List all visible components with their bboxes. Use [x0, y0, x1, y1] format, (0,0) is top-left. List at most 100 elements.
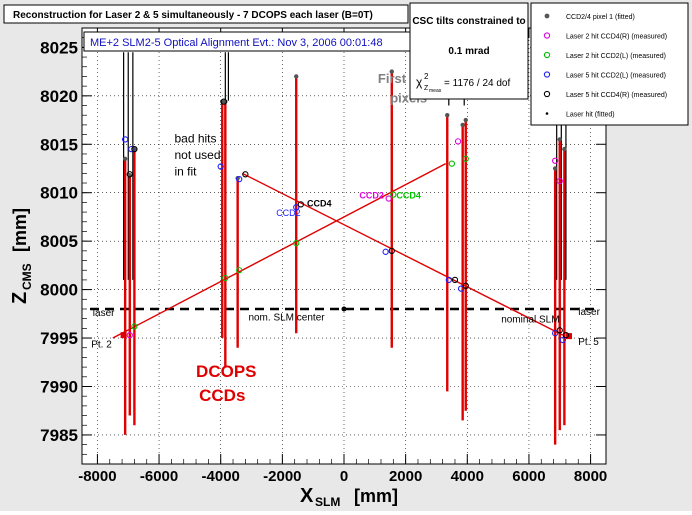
- constraint-line1: CSC tilts constrained to: [412, 16, 525, 27]
- chi2-exponent: 2: [424, 72, 429, 81]
- measured-hit-marker: [562, 331, 570, 339]
- measured-hit-marker: [126, 331, 133, 339]
- ccd-pixel1-fitted-point: [389, 69, 394, 74]
- x-tick-label: -2000: [263, 468, 301, 485]
- legend-box: [530, 2, 689, 126]
- x-axis-label: X: [300, 485, 314, 507]
- measured-hit-marker: [462, 282, 469, 289]
- measured-hit-marker: [242, 171, 249, 178]
- y-tick-label: 7995: [40, 329, 78, 348]
- ccd-pixel1-fitted-point: [460, 122, 465, 128]
- measured-hit-marker: [454, 138, 462, 145]
- legend-marker: [543, 51, 551, 59]
- constraint-line2: 0.1 mrad: [448, 46, 489, 57]
- measured-hit-marker: [236, 175, 243, 183]
- x-tick-label: 2000: [389, 468, 422, 485]
- annotation-label: bad hits: [174, 131, 216, 145]
- measured-hit-marker: [236, 267, 243, 274]
- legend-marker: [545, 112, 549, 115]
- chart-subtitle: ME+2 SLM2-5 Optical Alignment Evt.: Nov …: [90, 37, 383, 49]
- legend-marker: [543, 32, 551, 39]
- y-tick-label: 7990: [40, 377, 78, 396]
- laser-start-point: [120, 332, 127, 339]
- legend-marker: [544, 13, 550, 19]
- measured-hit-marker: [385, 195, 392, 202]
- annotation-label: Pt. 2: [91, 340, 112, 351]
- measured-hit-marker: [293, 204, 300, 211]
- x-tick-label: -6000: [140, 468, 178, 485]
- measured-hit-marker: [390, 191, 397, 198]
- ccd-pixel1-fitted-point: [294, 74, 299, 79]
- measured-hit-marker: [556, 177, 563, 185]
- measured-hit-marker: [388, 247, 395, 254]
- annotation-label: nominal SLM: [501, 315, 559, 326]
- x-tick-label: -4000: [202, 468, 240, 485]
- chart-title: Reconstruction for Laser 2 & 5 simultane…: [13, 10, 373, 21]
- measured-hit-marker: [462, 155, 469, 162]
- x-tick-label: 4000: [451, 468, 484, 485]
- legend-label: Laser 5 hit CCD2(L) (measured): [566, 73, 666, 80]
- measured-hit-marker: [448, 160, 456, 167]
- legend-label: Laser 5 hit CCD4(R) (measured): [566, 92, 667, 99]
- legend-label: Laser 2 hit CCD2(L) (measured): [566, 53, 666, 60]
- annotation-label: CCDs: [199, 386, 245, 405]
- annotation-label: DCOPS: [196, 362, 256, 381]
- ccd-pixel1-fitted-point: [562, 146, 567, 152]
- y-tick-label: 8015: [40, 135, 78, 154]
- x-axis-unit: [mm]: [354, 486, 398, 506]
- measured-hit-marker: [293, 239, 300, 247]
- measured-hit-marker: [551, 330, 559, 337]
- legend-label: Laser hit (fitted): [566, 112, 615, 119]
- measured-hit-marker: [122, 136, 129, 143]
- chi2-label: χ 2 Z meas = 1176 / 24 dof: [416, 72, 510, 94]
- y-axis-label: Z: [9, 292, 31, 304]
- y-tick-label: 8020: [40, 87, 78, 106]
- constraint-box: [409, 2, 529, 100]
- measured-hit-marker: [556, 327, 563, 334]
- title-box: [3, 4, 409, 24]
- measured-hit-marker: [551, 157, 559, 164]
- ccd-pixel1-fitted-point: [463, 117, 468, 123]
- y-axis-title: Z CMS [mm]: [9, 208, 34, 304]
- legend-marker: [543, 90, 551, 98]
- annotation-label: CCD2: [276, 208, 301, 218]
- ccd-pixel1-fitted-point: [445, 113, 450, 118]
- y-tick-label: 8025: [40, 38, 78, 57]
- legend: CCD2/4 pixel 1 (fitted) Laser 2 hit CCD4(…: [543, 13, 667, 119]
- ccd-pixel1-fitted-point: [552, 166, 558, 171]
- nominal-slm-center-point: [341, 306, 347, 312]
- annotation-label: in fit: [174, 164, 197, 178]
- laser-start-point: [566, 333, 573, 340]
- y-tick-label: 7985: [40, 426, 78, 445]
- laser-line: [241, 172, 564, 336]
- annotation-label: laser: [578, 307, 600, 318]
- y-tick-label: 8005: [40, 232, 78, 251]
- x-axis-label-sub: SLM: [315, 495, 340, 509]
- annotation-label: CCD2: [359, 191, 384, 201]
- annotation-label: CCD4: [396, 191, 421, 201]
- x-axis-title: X SLM [mm]: [300, 485, 398, 509]
- laser-line: [112, 163, 447, 339]
- measured-hit-marker: [445, 276, 452, 284]
- measured-hit-marker: [131, 323, 138, 330]
- ticks: -8000 -6000 -4000 -2000 0 2000 4000 6000 8000 798…: [40, 28, 607, 485]
- annotation-label: not used: [174, 148, 220, 162]
- ccd-pixel1-fitted-point: [122, 156, 128, 161]
- x-tick-label: -8000: [78, 468, 116, 485]
- x-tick-label: 6000: [512, 468, 545, 485]
- legend-marker: [543, 71, 551, 78]
- chi2-subscript: Z: [424, 85, 429, 92]
- chi2-symbol: χ: [416, 75, 423, 89]
- x-tick-label: 8000: [574, 468, 607, 485]
- measured-hit-marker: [131, 145, 138, 153]
- measured-hit-marker: [382, 248, 389, 255]
- chi2-value: = 1176 / 24 dof: [444, 78, 510, 89]
- annotation-label: nom. SLM center: [248, 313, 325, 324]
- ccd-pixel1-fitted-point: [557, 137, 562, 142]
- y-axis-label-sub: CMS: [20, 263, 34, 290]
- annotation-label: laser: [93, 308, 115, 319]
- measured-hit-marker: [128, 145, 135, 153]
